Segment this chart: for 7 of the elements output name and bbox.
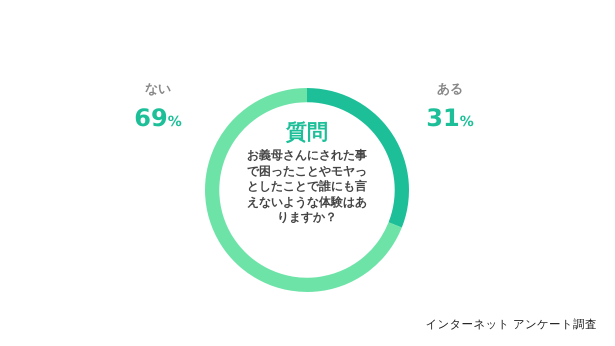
slice-label: ある	[436, 81, 464, 98]
text: 質問	[285, 119, 329, 146]
slice-label: ない	[144, 81, 172, 98]
text: お義母さんにされた事で困ったことやモヤっとしたことで誰にも言えないような体験はありますか？	[246, 148, 368, 226]
data-label: 31%	[425, 104, 475, 132]
text: インターネット アンケート調査	[425, 317, 597, 332]
data-label: 69%	[133, 104, 183, 132]
